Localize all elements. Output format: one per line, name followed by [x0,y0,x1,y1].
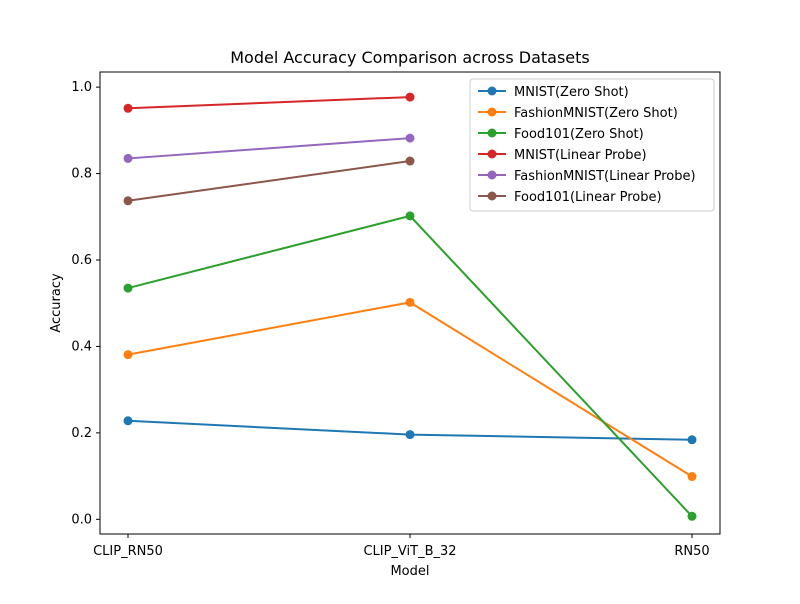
x-tick-label: RN50 [674,544,709,559]
legend-swatch-marker [487,86,497,96]
y-tick-label: 0.8 [71,167,92,182]
data-point [123,196,133,206]
legend-swatch-marker [487,191,497,201]
legend-swatch-marker [487,107,497,117]
legend-label: MNIST(Linear Probe) [514,148,647,163]
data-point [405,92,415,102]
data-point [405,430,415,440]
x-axis-label: Model [390,564,429,579]
chart-title: Model Accuracy Comparison across Dataset… [230,48,590,67]
x-tick-label: CLIP_RN50 [93,544,163,559]
y-tick-label: 0.6 [71,253,92,268]
legend: MNIST(Zero Shot) FashionMNIST(Zero Shot) F… [469,78,715,212]
data-point [123,416,133,426]
series-line [127,301,693,478]
legend-label: FashionMNIST(Linear Probe) [514,169,696,184]
legend-label: Food101(Zero Shot) [514,127,644,142]
legend-label: Food101(Linear Probe) [514,190,662,205]
legend-label: MNIST(Zero Shot) [514,85,629,100]
data-point [123,103,133,113]
data-point [687,472,697,482]
data-point [123,283,133,293]
y-tick-label: 0.0 [71,512,92,527]
data-point [687,435,697,445]
series-line [127,160,411,202]
y-tick-label: 0.2 [71,426,92,441]
series-line [127,137,411,160]
plot-area: 0.0 0.2 0.4 0.6 0.8 1.0 CLIP_RN50 CLIP_ViT_B_32… [71,71,721,559]
legend-box [469,78,715,212]
legend-label: FashionMNIST(Zero Shot) [514,106,678,121]
x-tick-label: CLIP_ViT_B_32 [363,544,456,559]
data-point [687,511,697,521]
data-point [405,156,415,166]
series-line [127,214,693,517]
data-point [123,153,133,163]
data-point [123,350,133,360]
legend-swatch-marker [487,149,497,159]
y-axis-label: Accuracy [49,273,64,333]
series-line [127,96,411,110]
legend-swatch-marker [487,128,497,138]
y-tick-label: 0.4 [71,339,92,354]
data-point [405,297,415,307]
data-point [405,133,415,143]
data-point [405,211,415,221]
y-tick-label: 1.0 [71,80,92,95]
legend-swatch-marker [487,170,497,180]
